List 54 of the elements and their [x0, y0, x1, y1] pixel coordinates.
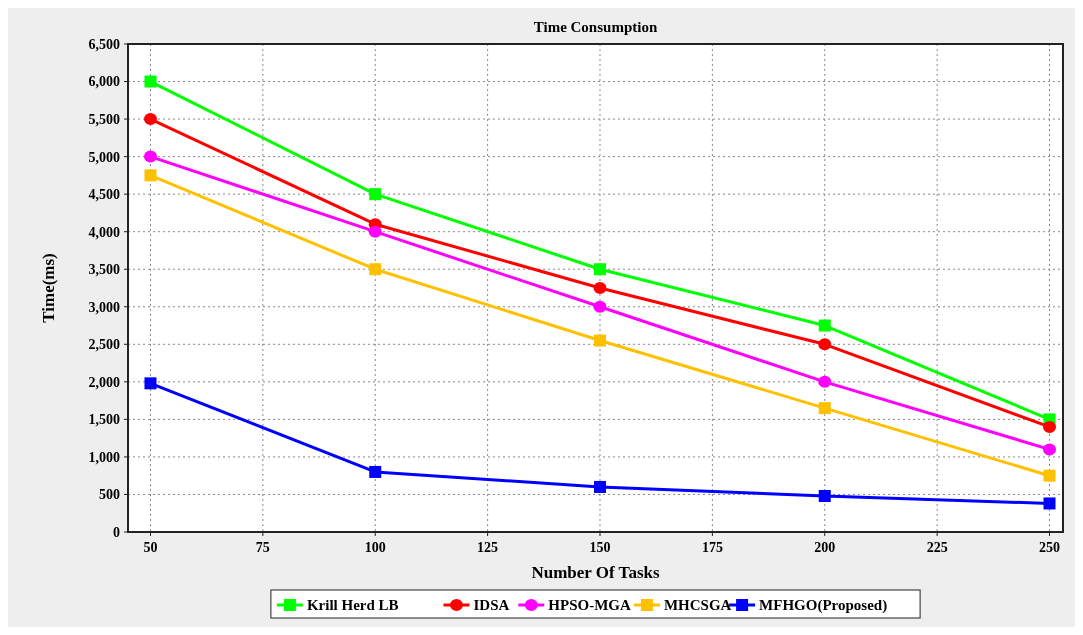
x-tick-label: 100 [364, 540, 386, 555]
point [369, 188, 382, 201]
legend-label: MFHGO(Proposed) [759, 597, 888, 615]
y-tick-label: 4,000 [88, 224, 120, 240]
point [144, 75, 157, 88]
point [818, 375, 832, 388]
chart-title: Time Consumption [533, 19, 658, 35]
legend-label: HPSO-MGA [548, 597, 631, 614]
x-axis-title: Number Of Tasks [531, 563, 660, 582]
point [594, 334, 606, 347]
y-tick-label: 5,500 [88, 111, 120, 127]
y-tick-label: 2,500 [88, 337, 120, 353]
point [1043, 420, 1057, 433]
point [369, 465, 382, 478]
y-tick-label: 3,000 [88, 299, 120, 315]
x-tick-label: 175 [701, 540, 723, 555]
point [818, 319, 831, 332]
y-axis-title: Time(ms) [39, 253, 58, 323]
y-tick-label: 5,000 [88, 149, 120, 165]
x-tick-label: 50 [143, 540, 158, 555]
legend-label: MHCSGA [663, 597, 732, 614]
x-tick-label: 150 [589, 540, 611, 555]
point [593, 282, 607, 294]
y-tick-label: 0 [113, 524, 120, 540]
y-tick-label: 3,500 [88, 262, 120, 278]
y-tick-label: 500 [99, 487, 120, 503]
legend-label: IDSA [473, 597, 510, 614]
point [594, 263, 606, 276]
point [1043, 469, 1056, 482]
x-tick-label: 250 [1039, 540, 1061, 555]
point [144, 169, 157, 182]
y-tick-label: 4,500 [88, 187, 120, 203]
point [369, 263, 382, 276]
y-tick-label: 6,500 [88, 36, 120, 52]
legend-label: Krill Herd LB [306, 597, 399, 614]
point [818, 489, 831, 502]
point [818, 402, 831, 415]
point [143, 113, 157, 126]
point [593, 300, 607, 313]
y-tick-label: 1,000 [88, 449, 120, 465]
y-tick-label: 1,500 [88, 412, 120, 428]
point [594, 480, 606, 493]
point [144, 377, 157, 390]
x-tick-label: 75 [255, 540, 270, 555]
point [818, 338, 832, 351]
point [1043, 497, 1056, 510]
x-tick-label: 200 [814, 540, 836, 555]
point [143, 150, 157, 163]
x-tick-label: 225 [926, 540, 948, 555]
x-tick-label: 125 [477, 540, 499, 555]
point [1043, 443, 1057, 456]
y-tick-label: 6,000 [88, 74, 120, 90]
point [368, 225, 382, 238]
y-tick-label: 2,000 [88, 374, 120, 390]
